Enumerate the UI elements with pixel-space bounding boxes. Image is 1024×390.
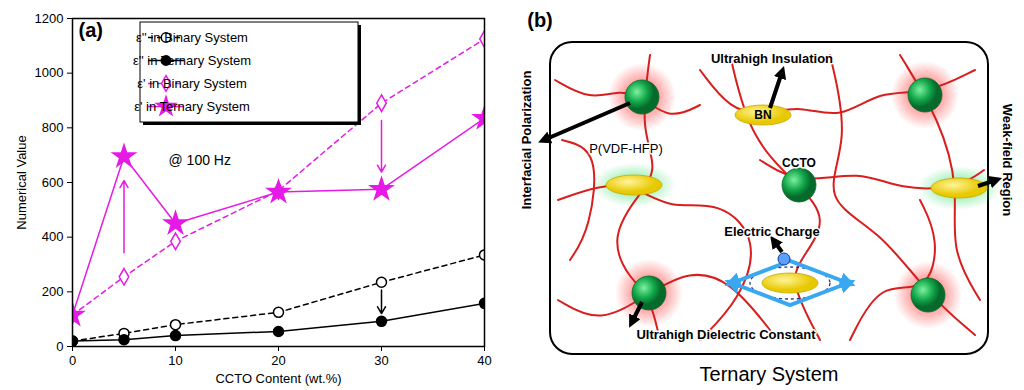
svg-text:ε'' in Ternary System: ε'' in Ternary System [133, 53, 251, 68]
svg-text:P(VDF-HFP): P(VDF-HFP) [589, 141, 663, 156]
svg-text:BN: BN [754, 108, 771, 122]
svg-text:1200: 1200 [35, 11, 64, 26]
svg-text:600: 600 [42, 175, 64, 190]
svg-text:Numerical Value: Numerical Value [14, 135, 29, 229]
svg-text:ε'' in Binary System: ε'' in Binary System [136, 30, 248, 45]
svg-text:CCTO Content (wt.%): CCTO Content (wt.%) [215, 371, 341, 386]
svg-text:40: 40 [477, 353, 491, 368]
svg-text:@ 100 Hz: @ 100 Hz [169, 152, 231, 168]
svg-text:Electric Charge: Electric Charge [724, 224, 819, 239]
svg-text:Ultrahigh Dielectric Constant: Ultrahigh Dielectric Constant [636, 327, 816, 342]
svg-text:20: 20 [271, 353, 285, 368]
svg-text:(a): (a) [79, 19, 103, 41]
svg-text:Interfacial Polarization: Interfacial Polarization [519, 71, 534, 210]
svg-text:800: 800 [42, 120, 64, 135]
svg-text:Ternary System: Ternary System [700, 363, 839, 385]
svg-text:400: 400 [42, 229, 64, 244]
svg-text:30: 30 [374, 353, 388, 368]
svg-text:CCTO: CCTO [782, 156, 816, 170]
svg-text:ε' in Ternary System: ε' in Ternary System [134, 99, 250, 114]
svg-text:Ultrahigh Insulation: Ultrahigh Insulation [711, 51, 833, 66]
svg-text:ε' in Binary System: ε' in Binary System [137, 76, 246, 91]
svg-text:0: 0 [56, 339, 63, 354]
svg-text:1000: 1000 [35, 65, 64, 80]
svg-text:Weak-field Region: Weak-field Region [1000, 104, 1015, 217]
svg-text:(b): (b) [527, 9, 553, 31]
svg-text:200: 200 [42, 284, 64, 299]
svg-text:0: 0 [69, 353, 76, 368]
svg-text:10: 10 [168, 353, 182, 368]
